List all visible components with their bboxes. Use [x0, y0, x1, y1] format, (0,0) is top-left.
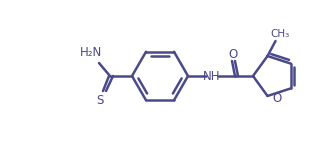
Text: O: O — [228, 48, 238, 61]
Text: CH₃: CH₃ — [270, 29, 289, 39]
Text: NH: NH — [203, 69, 221, 82]
Text: H₂N: H₂N — [80, 47, 102, 59]
Text: O: O — [272, 92, 282, 105]
Text: S: S — [96, 95, 104, 108]
